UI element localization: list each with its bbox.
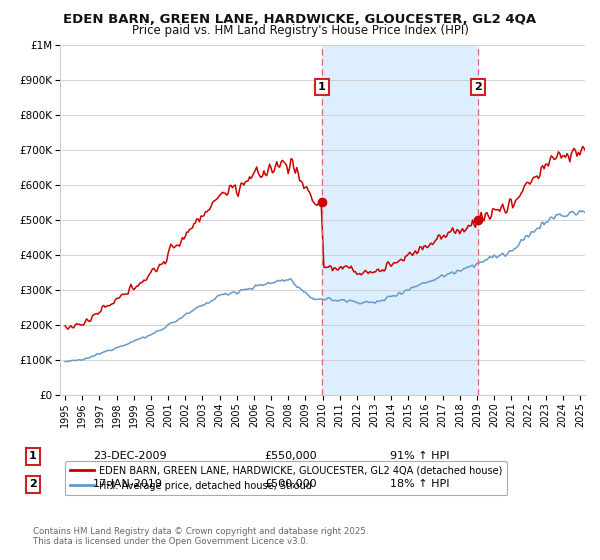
Text: 18% ↑ HPI: 18% ↑ HPI — [390, 479, 449, 489]
Text: Price paid vs. HM Land Registry's House Price Index (HPI): Price paid vs. HM Land Registry's House … — [131, 24, 469, 37]
Legend: EDEN BARN, GREEN LANE, HARDWICKE, GLOUCESTER, GL2 4QA (detached house), HPI: Ave: EDEN BARN, GREEN LANE, HARDWICKE, GLOUCE… — [65, 461, 507, 496]
Text: £500,000: £500,000 — [264, 479, 317, 489]
Text: 1: 1 — [29, 451, 37, 461]
Text: 91% ↑ HPI: 91% ↑ HPI — [390, 451, 449, 461]
Text: £550,000: £550,000 — [264, 451, 317, 461]
Text: 17-JAN-2019: 17-JAN-2019 — [93, 479, 163, 489]
Text: 2: 2 — [29, 479, 37, 489]
Text: Contains HM Land Registry data © Crown copyright and database right 2025.
This d: Contains HM Land Registry data © Crown c… — [33, 526, 368, 546]
Bar — [322, 45, 478, 395]
Text: 1: 1 — [318, 82, 326, 92]
Text: 2: 2 — [474, 82, 481, 92]
Text: 23-DEC-2009: 23-DEC-2009 — [93, 451, 167, 461]
Text: EDEN BARN, GREEN LANE, HARDWICKE, GLOUCESTER, GL2 4QA: EDEN BARN, GREEN LANE, HARDWICKE, GLOUCE… — [64, 13, 536, 26]
